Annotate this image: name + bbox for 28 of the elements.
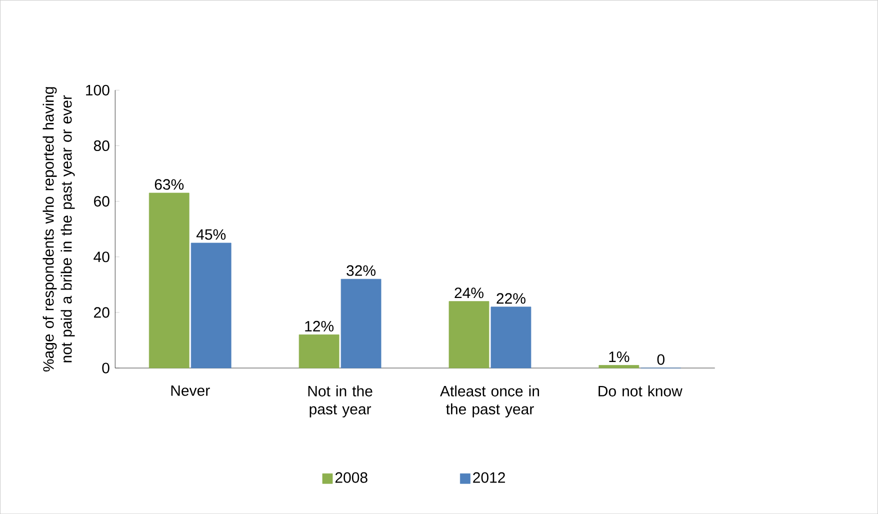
data-label: 0 [657,354,664,365]
bar [448,301,490,368]
legend-label: 2012 [473,472,505,483]
y-tick-label: 20 [94,307,110,318]
data-label: 45% [196,229,226,240]
y-tick-label: 60 [94,196,110,207]
data-label: 63% [154,179,184,190]
y-axis-title: %age of respondents who reported having not paid a bribe in the past year or ever [42,87,75,372]
x-tick-label: Not in the past year [308,385,372,418]
y-tick-label: 0 [102,362,110,374]
data-label: 22% [496,293,526,304]
bar [190,242,232,368]
x-tick-label: Atleast once in the past year [440,385,539,418]
bar [598,364,640,368]
y-tick-label: 100 [86,84,110,96]
bar [340,278,382,368]
data-label: 32% [346,265,376,276]
x-tick-label: Never [171,385,210,396]
y-tick-label: 80 [94,140,110,151]
bar [298,334,340,368]
legend-label: 2008 [335,472,368,483]
data-label: 1% [609,351,630,362]
x-tick-label: Do not know [598,385,682,396]
data-label: 12% [305,320,334,332]
y-tick-label: 40 [94,251,110,262]
bar [490,306,532,368]
data-label: 24% [454,288,484,298]
bar [148,192,190,368]
